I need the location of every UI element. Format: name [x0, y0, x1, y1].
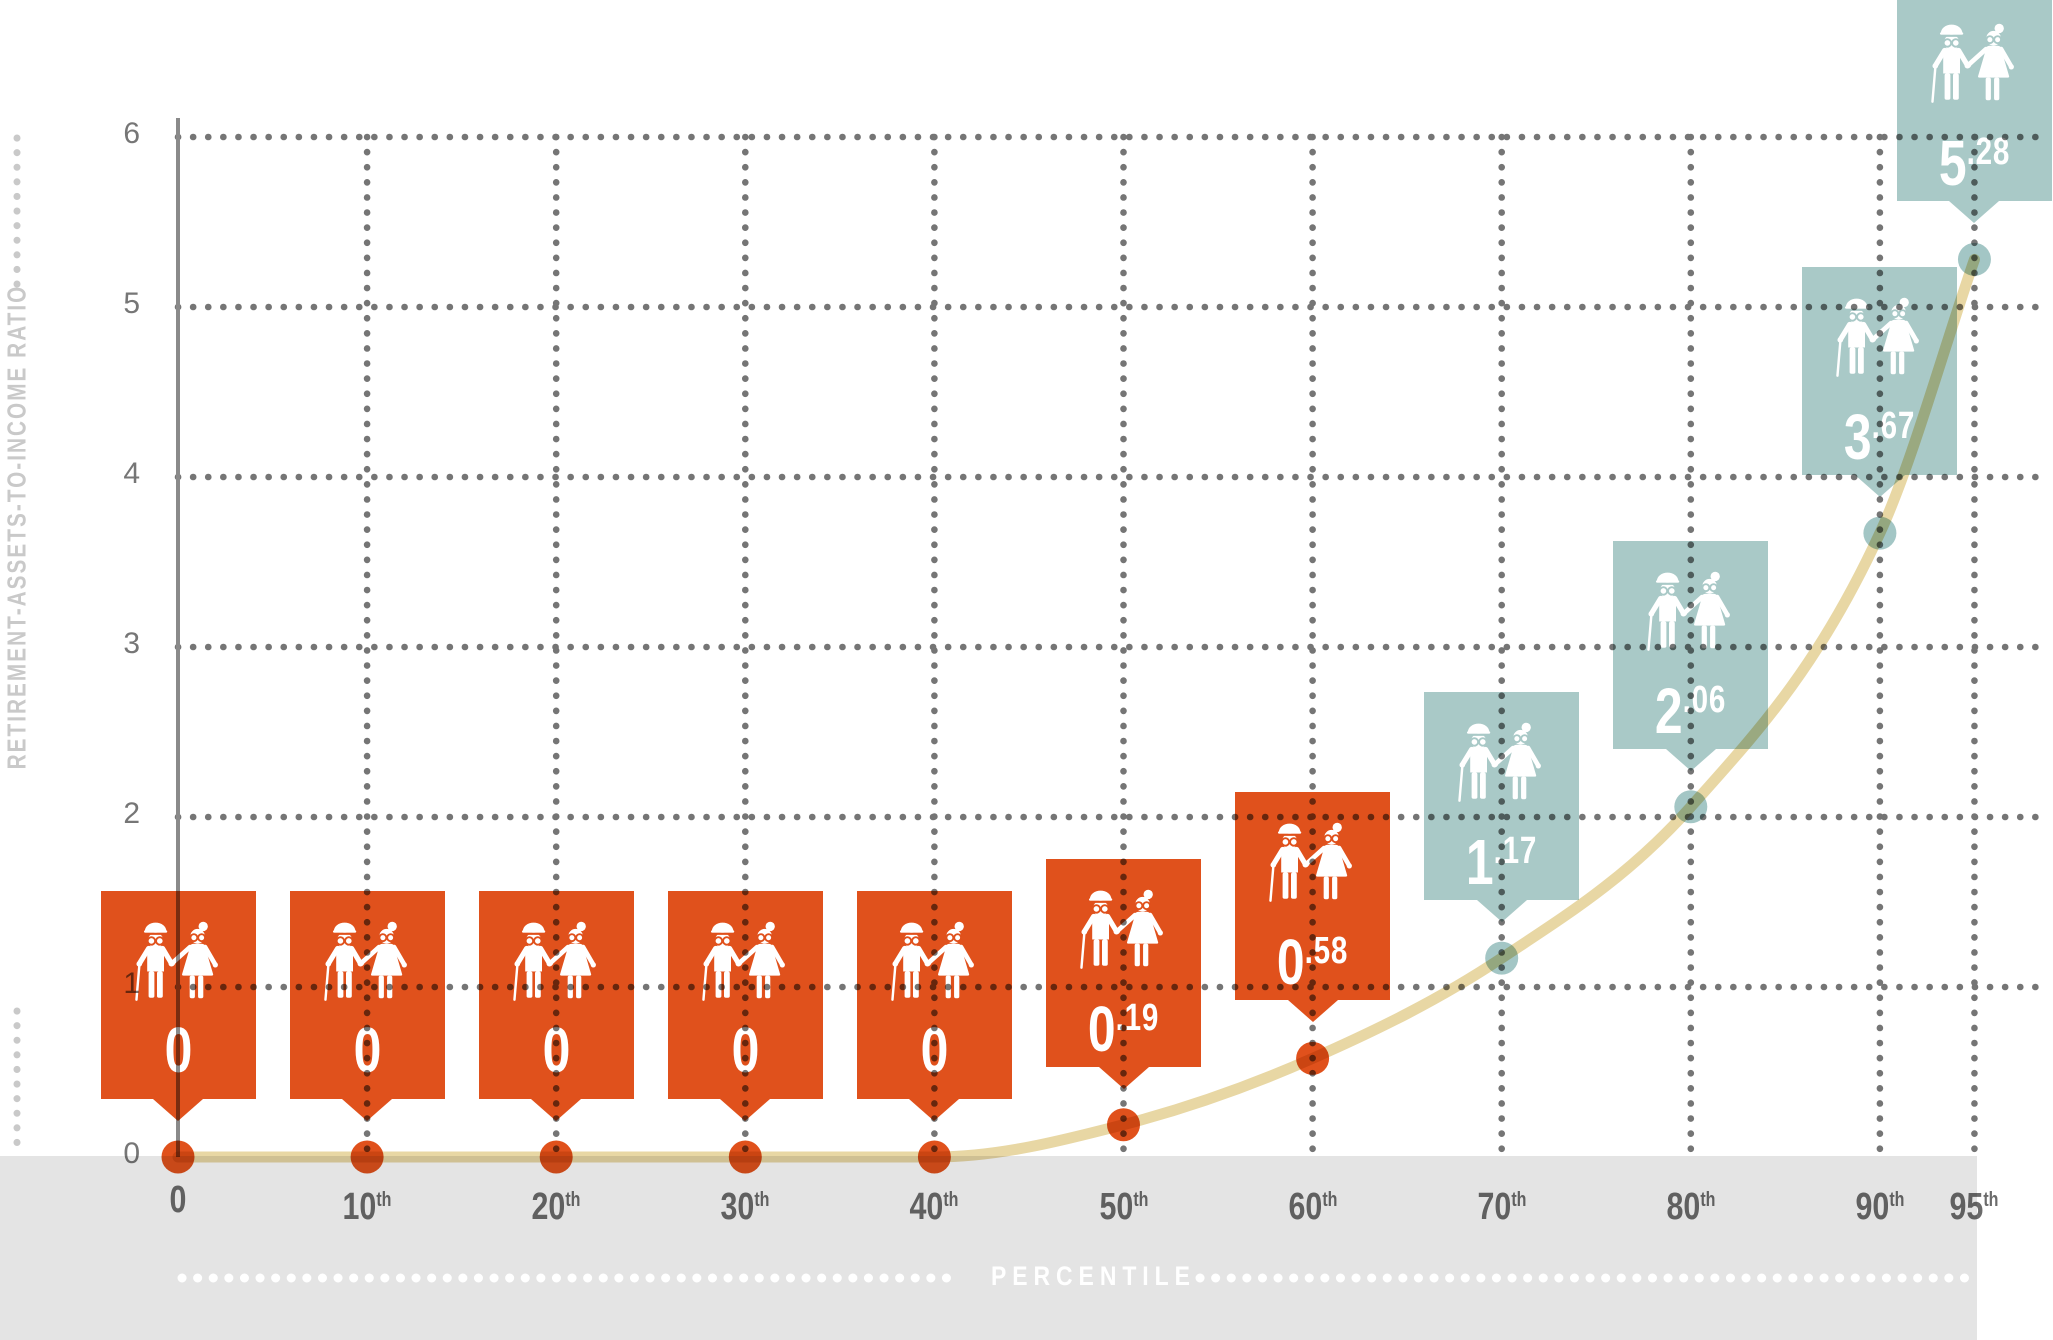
- callout-20th: 0: [478, 891, 634, 1099]
- data-point-95th: [1957, 242, 1991, 276]
- callout-60th: 0.58: [1235, 792, 1391, 1001]
- x-tick-10th: 10th: [342, 1186, 392, 1228]
- callout-value: 0.19: [1087, 992, 1160, 1065]
- x-axis-title: PERCENTILE: [991, 1261, 1196, 1291]
- callout-value: 5.28: [1938, 127, 2011, 200]
- y-tick-5: 5: [123, 287, 140, 320]
- y-tick-6: 6: [123, 117, 140, 150]
- elderly-couple-icon: [500, 917, 612, 1009]
- callout-30th: 0: [667, 891, 823, 1099]
- x-tick-95th: 95th: [1949, 1186, 1999, 1228]
- y-tick-1: 1: [123, 967, 140, 1000]
- elderly-couple-icon: [1256, 818, 1368, 910]
- x-tick-70th: 70th: [1477, 1186, 1527, 1228]
- callout-95th: 5.28: [1896, 0, 2052, 202]
- x-tick-20th: 20th: [531, 1186, 581, 1228]
- x-tick-60th: 60th: [1288, 1186, 1338, 1228]
- elderly-couple-icon: [878, 917, 990, 1009]
- elderly-couple-icon: [1445, 718, 1557, 810]
- data-point-90th: [1863, 516, 1897, 550]
- callout-value: 0: [542, 1014, 571, 1086]
- callout-80th: 2.06: [1613, 540, 1769, 749]
- y-axis-title: RETIREMENT-ASSETS-TO-INCOME RATIO: [1, 284, 32, 770]
- elderly-couple-icon: [689, 917, 801, 1009]
- callout-90th: 3.67: [1802, 267, 1958, 476]
- elderly-couple-icon: [1067, 885, 1179, 977]
- x-axis-band: [0, 1156, 1977, 1340]
- data-point-70th: [1485, 941, 1519, 975]
- callout-70th: 1.17: [1424, 692, 1580, 901]
- callout-value: 0.58: [1276, 926, 1349, 999]
- callout-value: 3.67: [1844, 401, 1916, 474]
- callout-40th: 0: [856, 891, 1012, 1099]
- x-tick-0: 0: [169, 1179, 187, 1221]
- y-tick-2: 2: [123, 797, 140, 830]
- data-point-80th: [1674, 790, 1708, 824]
- y-tick-3: 3: [123, 627, 140, 660]
- callout-value: 0: [920, 1014, 949, 1086]
- data-point-50th: [1107, 1108, 1140, 1142]
- data-point-60th: [1296, 1041, 1330, 1075]
- y-tick-4: 4: [123, 457, 140, 490]
- elderly-couple-icon: [1918, 19, 2030, 111]
- x-tick-80th: 80th: [1666, 1186, 1716, 1228]
- elderly-couple-icon: [311, 917, 423, 1009]
- elderly-couple-icon: [1634, 567, 1746, 659]
- callout-value: 0: [731, 1014, 760, 1086]
- elderly-couple-icon: [1823, 293, 1935, 385]
- x-tick-50th: 50th: [1099, 1186, 1148, 1228]
- callout-value: 2.06: [1655, 674, 1727, 747]
- x-tick-30th: 30th: [720, 1186, 770, 1228]
- callout-value: 1.17: [1466, 826, 1538, 899]
- callout-value: 0: [164, 1014, 192, 1086]
- callout-50th: 0.19: [1046, 858, 1201, 1067]
- x-tick-40th: 40th: [909, 1186, 959, 1228]
- callout-value: 0: [353, 1014, 381, 1086]
- y-tick-0: 0: [123, 1137, 140, 1170]
- callout-10th: 0: [289, 891, 445, 1099]
- x-tick-90th: 90th: [1855, 1186, 1905, 1228]
